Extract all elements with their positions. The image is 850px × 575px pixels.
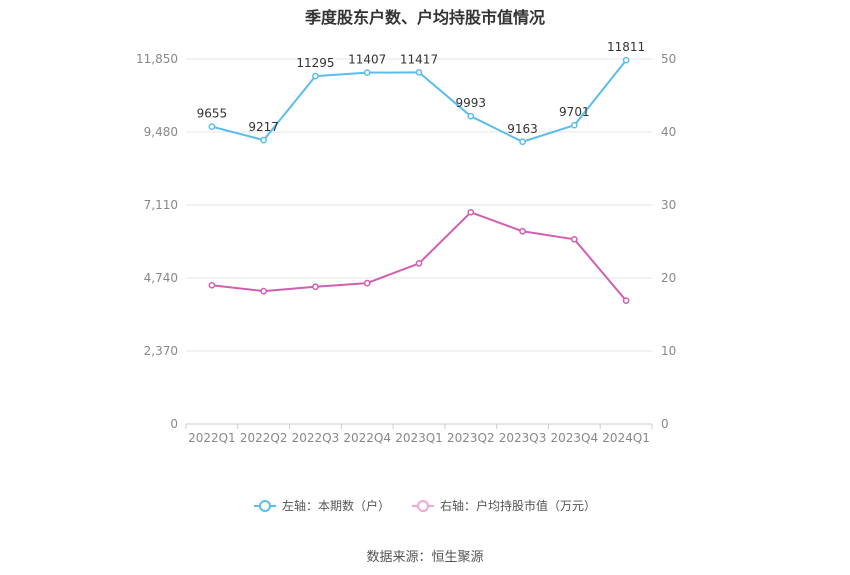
x-axis-tick-label: 2022Q3 bbox=[292, 431, 340, 445]
legend-item-left-series[interactable]: 左轴：本期数（户） bbox=[253, 497, 390, 514]
data-label: 11811 bbox=[607, 40, 645, 54]
data-point-avg-value bbox=[519, 227, 526, 235]
right-axis-tick-label: 50 bbox=[661, 52, 676, 66]
data-point-avg-value bbox=[208, 281, 216, 289]
right-axis-tick-label: 0 bbox=[661, 417, 669, 431]
grid-lines bbox=[186, 58, 652, 425]
right-axis-tick-label: 10 bbox=[661, 344, 676, 358]
x-axis-tick-label: 2023Q2 bbox=[447, 431, 495, 445]
right-axis-tick-label: 40 bbox=[661, 125, 676, 139]
data-point-avg-value bbox=[570, 235, 578, 243]
x-axis-tick-label: 2024Q1 bbox=[602, 431, 650, 445]
data-point-holders bbox=[260, 136, 268, 144]
data-label: 11417 bbox=[400, 52, 438, 66]
x-axis-tick-label: 2023Q4 bbox=[551, 431, 599, 445]
x-axis-tick-label: 2023Q1 bbox=[395, 431, 443, 445]
data-label: 11407 bbox=[348, 53, 386, 67]
x-axis-tick-label: 2023Q3 bbox=[499, 431, 547, 445]
left-axis-tick-label: 9,480 bbox=[144, 125, 178, 139]
legend-label-right: 右轴：户均持股市值（万元） bbox=[440, 499, 597, 513]
left-axis-tick-label: 0 bbox=[170, 417, 178, 431]
series bbox=[208, 56, 630, 304]
legend-swatch-left bbox=[253, 499, 276, 512]
legend-label-left: 左轴：本期数（户） bbox=[281, 499, 390, 513]
axes: 0 0 2,370 10 4,740 20 7,110 30 9,480 40 11,850 50 20… bbox=[136, 52, 676, 445]
data-point-avg-value bbox=[467, 208, 475, 216]
left-axis-tick-label: 7,110 bbox=[144, 198, 178, 212]
data-label: 9163 bbox=[507, 122, 538, 136]
data-labels: 9655 9217 11295 11407 11417 9993 9163 9701 11811 bbox=[197, 40, 646, 136]
right-axis-tick-label: 30 bbox=[661, 198, 676, 212]
data-point-avg-value bbox=[415, 260, 423, 267]
data-point-holders bbox=[363, 69, 371, 76]
series-line-avg-value bbox=[211, 211, 627, 302]
data-point-avg-value bbox=[622, 297, 630, 304]
data-label: 9701 bbox=[559, 105, 590, 119]
x-axis-tick-label: 2022Q4 bbox=[343, 431, 391, 445]
data-point-avg-value bbox=[260, 287, 268, 295]
legend: 左轴：本期数（户） 右轴：户均持股市值（万元） bbox=[0, 497, 850, 514]
data-label: 9993 bbox=[456, 96, 487, 110]
left-axis-tick-label: 11,850 bbox=[136, 52, 178, 66]
legend-swatch-right bbox=[412, 499, 434, 512]
data-point-holders bbox=[622, 56, 630, 64]
data-label: 11295 bbox=[296, 56, 334, 70]
x-axis-tick-label: 2022Q2 bbox=[240, 431, 288, 445]
data-point-holders bbox=[570, 121, 578, 129]
data-point-holders bbox=[312, 72, 319, 80]
data-point-holders bbox=[208, 123, 216, 130]
data-point-avg-value bbox=[312, 283, 319, 291]
legend-item-right-series[interactable]: 右轴：户均持股市值（万元） bbox=[412, 497, 596, 514]
right-axis-tick-label: 20 bbox=[661, 271, 676, 285]
data-label: 9217 bbox=[248, 120, 279, 134]
data-point-holders bbox=[415, 68, 423, 76]
left-axis-tick-label: 2,370 bbox=[144, 344, 178, 358]
data-point-holders bbox=[467, 112, 475, 120]
chart-title: 季度股东户数、户均持股市值情况 bbox=[304, 8, 545, 27]
x-axis-tick-label: 2022Q1 bbox=[188, 431, 236, 445]
data-point-holders bbox=[519, 138, 526, 146]
left-axis-tick-label: 4,740 bbox=[144, 271, 178, 285]
data-label: 9655 bbox=[197, 107, 228, 121]
data-source: 数据来源：恒生聚源 bbox=[366, 550, 484, 565]
data-point-avg-value bbox=[363, 279, 371, 287]
